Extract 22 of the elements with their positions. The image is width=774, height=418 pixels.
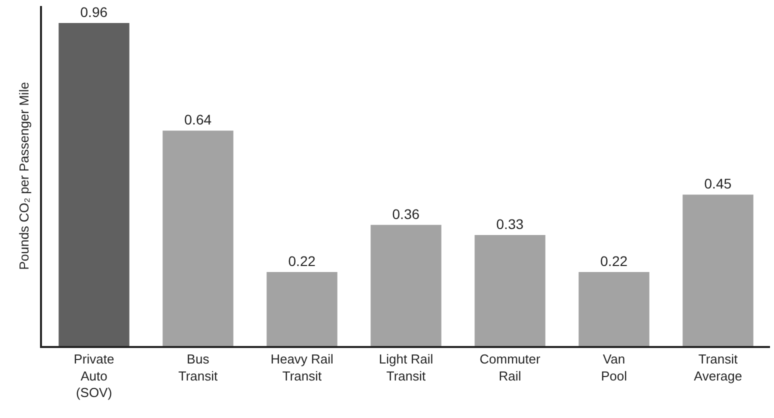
- y-axis-title: Pounds CO₂ per Passenger Mile: [16, 82, 32, 270]
- bar: [162, 130, 234, 346]
- data-label: 0.22: [600, 252, 628, 269]
- x-tick-label: Light Rail Transit: [378, 351, 434, 384]
- data-label: 0.33: [496, 216, 524, 232]
- bar: [266, 272, 338, 346]
- x-tick-label: Bus Transit: [178, 351, 218, 384]
- x-tick-label: Transit Average: [694, 351, 742, 384]
- bar: [578, 272, 650, 346]
- data-label: 0.36: [392, 206, 420, 222]
- data-label: 0.45: [704, 176, 732, 192]
- data-label: 0.22: [288, 252, 316, 269]
- bar: [474, 234, 546, 346]
- x-tick-label: Commuter Rail: [480, 351, 542, 384]
- x-tick-label: Private Auto (SOV): [74, 351, 114, 400]
- bar: [370, 224, 442, 346]
- data-label: 0.96: [80, 4, 108, 20]
- bar: [58, 23, 130, 346]
- bar: [682, 194, 754, 346]
- data-label: 0.64: [184, 112, 212, 128]
- x-tick-label: Heavy Rail Transit: [270, 351, 334, 384]
- x-tick-label: Van Pool: [600, 351, 628, 384]
